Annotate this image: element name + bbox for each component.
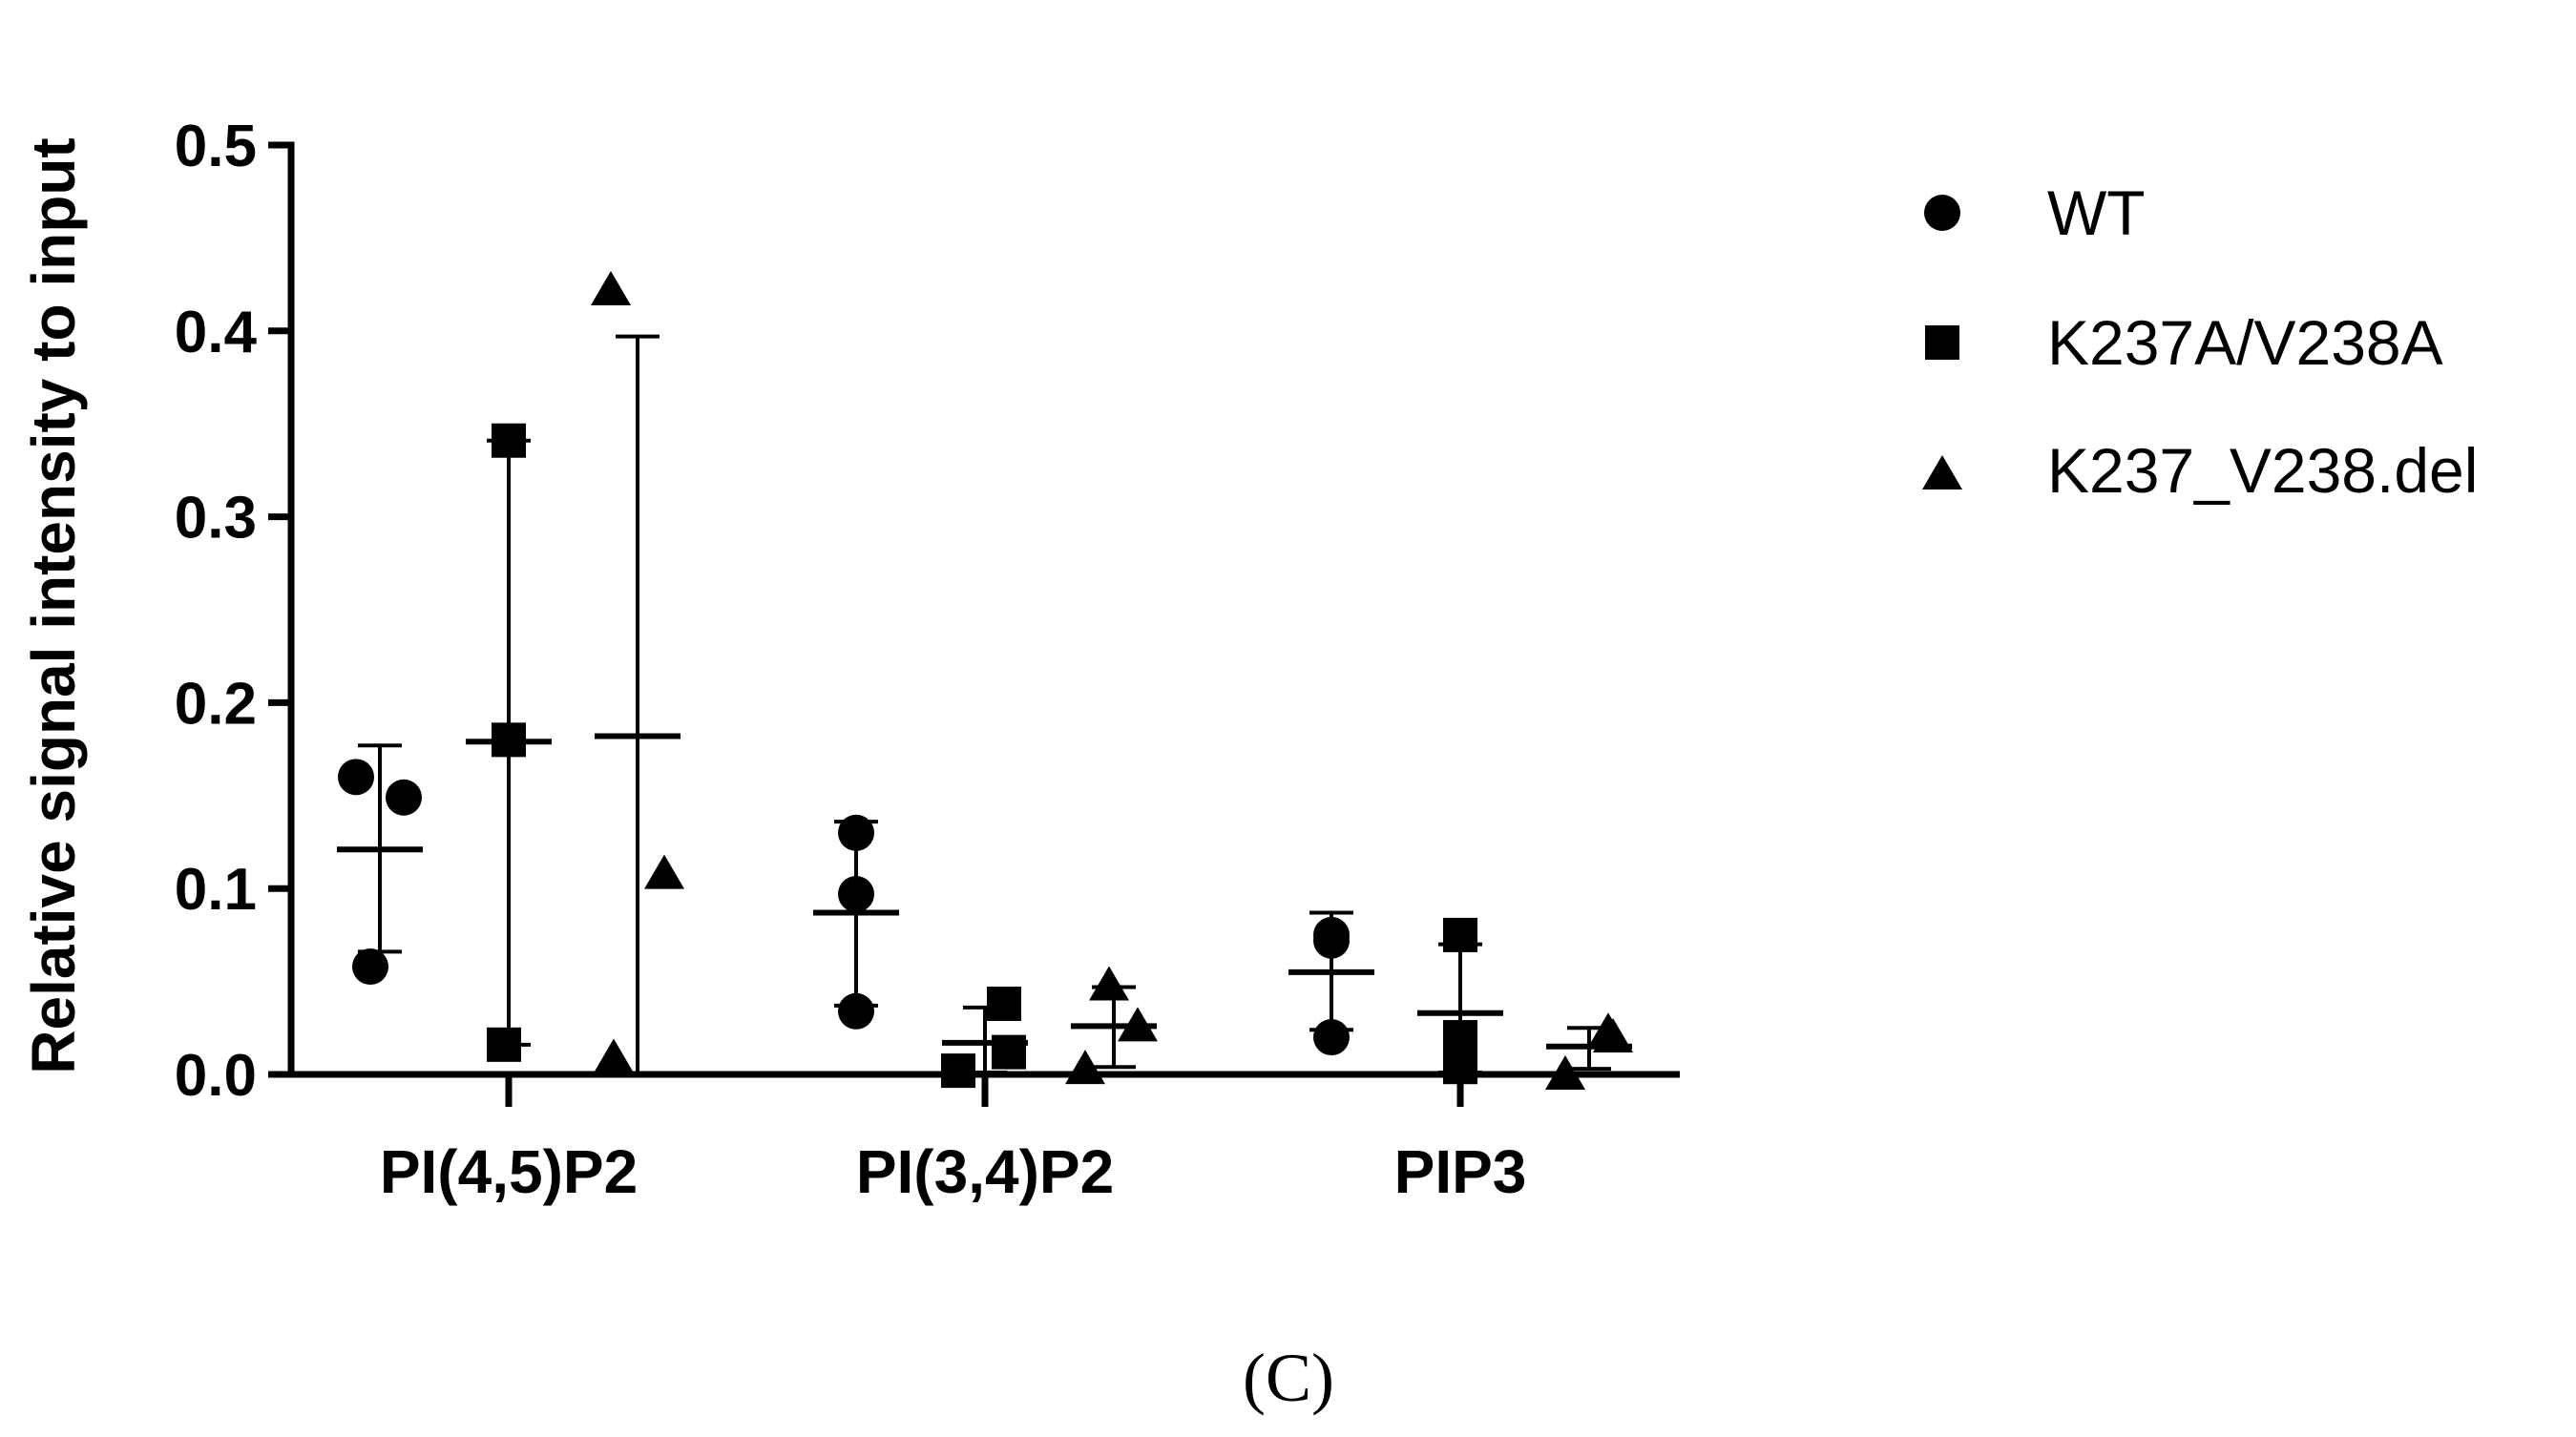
y-tick-label: 0.0 xyxy=(175,1043,257,1109)
legend-item-k237a-v238a: K237A/V238A xyxy=(1925,307,2443,378)
data-point-triangle xyxy=(1065,1050,1105,1085)
data-point-circle xyxy=(352,948,388,986)
y-axis-title: Relative signal intensity to input xyxy=(19,137,88,1073)
x-category-label: PI(3,4)P2 xyxy=(856,1137,1114,1206)
data-point-circle xyxy=(1313,1019,1350,1056)
legend-marker-circle xyxy=(1924,195,1960,231)
legend-item-k237-v238-del: K237_V238.del xyxy=(1922,435,2478,506)
data-point-triangle xyxy=(644,854,684,889)
legend-label-k237a-v238a: K237A/V238A xyxy=(2047,307,2443,378)
data-point-square xyxy=(941,1053,975,1089)
data-point-triangle xyxy=(591,270,631,305)
data-point-square xyxy=(987,986,1021,1021)
y-tick-label: 0.2 xyxy=(175,671,257,737)
data-point-square xyxy=(487,1027,521,1062)
data-layer xyxy=(337,270,1633,1090)
panel-label: (C) xyxy=(1243,1340,1334,1416)
data-point-triangle xyxy=(1118,1007,1158,1042)
legend-label-wt: WT xyxy=(2047,177,2146,248)
data-point-square xyxy=(1443,917,1477,952)
legend-item-wt: WT xyxy=(1924,177,2146,248)
data-point-circle xyxy=(1313,922,1350,959)
legend-label-k237-v238-del: K237_V238.del xyxy=(2047,435,2478,506)
data-point-triangle xyxy=(1593,1018,1633,1053)
legend-marker-square xyxy=(1925,325,1959,360)
y-tick-label: 0.5 xyxy=(175,114,257,179)
x-category-label: PI(4,5)P2 xyxy=(380,1137,638,1206)
data-point-triangle xyxy=(594,1038,634,1073)
legend-marker-triangle xyxy=(1922,455,1962,489)
data-point-circle xyxy=(338,759,374,796)
data-point-square xyxy=(1443,1020,1477,1055)
data-point-square xyxy=(992,1034,1026,1070)
y-tick-label: 0.4 xyxy=(175,300,258,365)
data-point-triangle xyxy=(1545,1055,1585,1090)
data-point-triangle xyxy=(1089,966,1129,1001)
axes: 0.0 0.1 0.2 0.3 0.4 0.5 PI(4,5)P2 PI(3,4)P2 PIP3 xyxy=(175,114,1680,1206)
data-point-circle xyxy=(838,814,874,851)
data-point-square xyxy=(492,423,526,458)
legend: WT K237A/V238A K237_V238.del xyxy=(1922,177,2478,506)
x-category-label: PIP3 xyxy=(1394,1137,1527,1206)
data-point-circle xyxy=(838,876,874,913)
y-tick-label: 0.3 xyxy=(175,486,257,552)
y-tick-label: 0.1 xyxy=(175,857,257,923)
data-point-circle xyxy=(386,779,422,816)
data-point-square xyxy=(492,722,526,758)
data-point-circle xyxy=(838,992,874,1030)
data-point-square xyxy=(1443,1050,1477,1085)
